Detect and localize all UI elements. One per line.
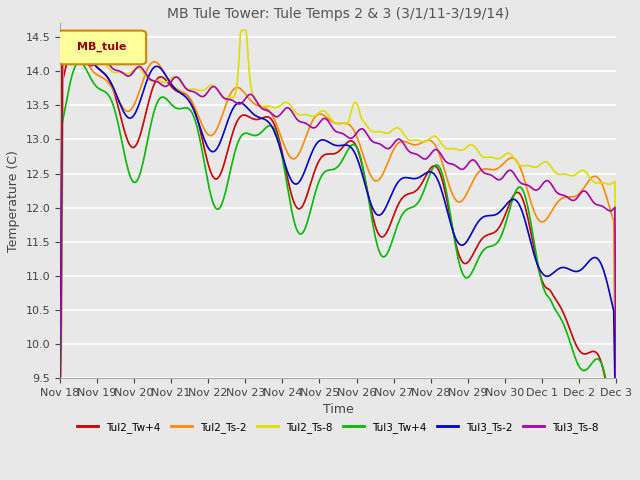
FancyBboxPatch shape <box>57 31 146 64</box>
X-axis label: Time: Time <box>323 403 353 417</box>
Title: MB Tule Tower: Tule Temps 2 & 3 (3/1/11-3/19/14): MB Tule Tower: Tule Temps 2 & 3 (3/1/11-… <box>167 7 509 21</box>
Legend: Tul2_Tw+4, Tul2_Ts-2, Tul2_Ts-8, Tul3_Tw+4, Tul3_Ts-2, Tul3_Ts-8: Tul2_Tw+4, Tul2_Ts-2, Tul2_Ts-8, Tul3_Tw… <box>73 418 603 437</box>
Text: MB_tule: MB_tule <box>77 42 126 52</box>
Y-axis label: Temperature (C): Temperature (C) <box>7 150 20 252</box>
